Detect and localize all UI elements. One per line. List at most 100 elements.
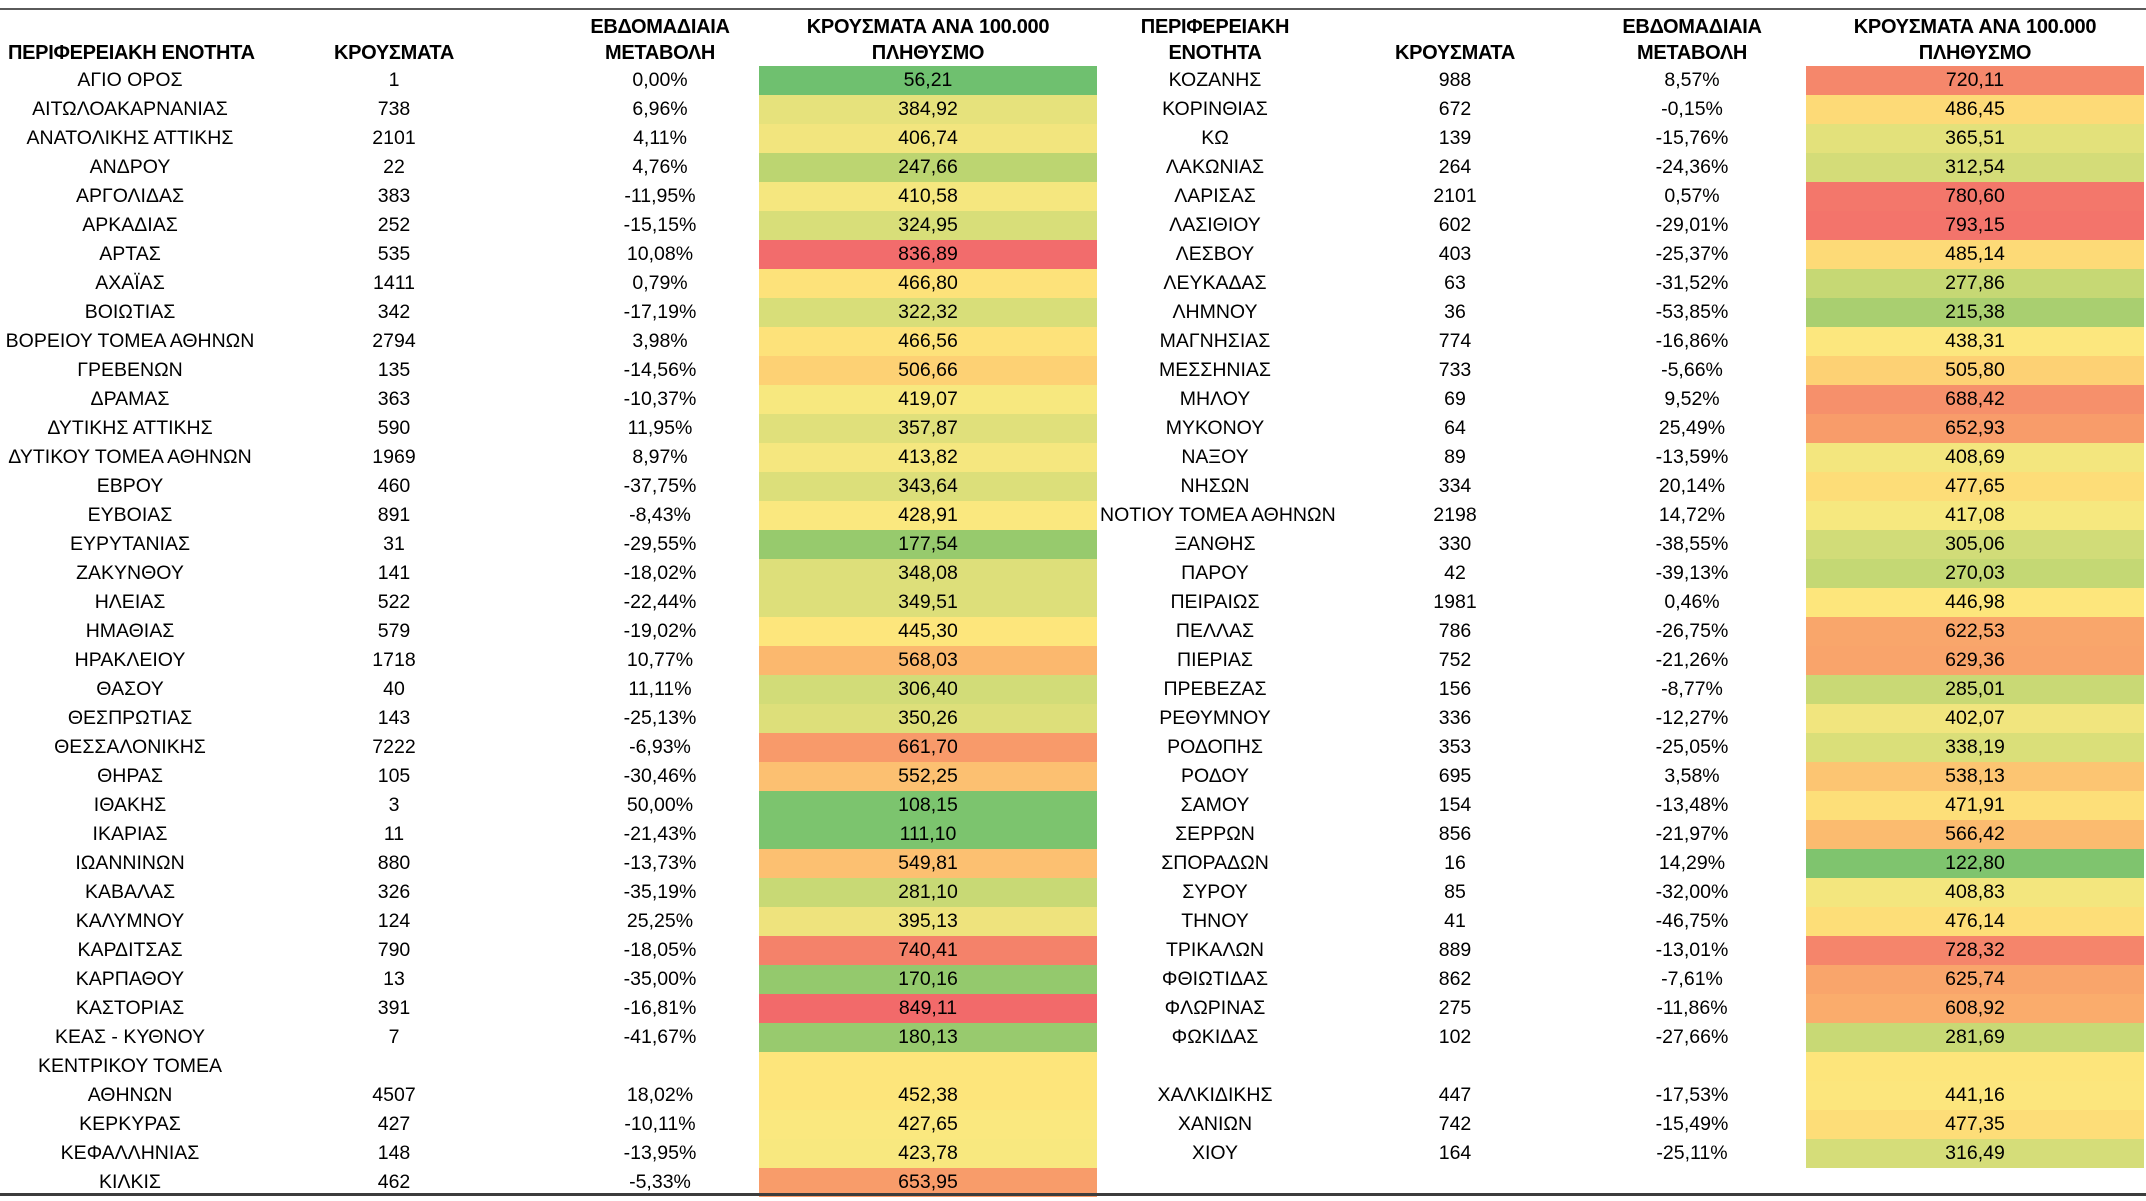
right-cases: 154	[1438, 794, 1472, 816]
right-weekly-change: 14,72%	[1658, 504, 1726, 526]
right-rate-cell: 780,60	[1806, 182, 2144, 211]
left-cases: 790	[377, 939, 411, 961]
left-rate-cell: 552,25	[759, 762, 1097, 791]
header-cases-right-text: ΚΡΟΥΣΜΑΤΑ	[1394, 42, 1516, 64]
right-rate-cell: 285,01	[1806, 675, 2144, 704]
left-cases: 427	[377, 1113, 411, 1135]
right-rate-cell: 477,65	[1806, 472, 2144, 501]
left-cases: 143	[377, 707, 411, 729]
right-cases: 447	[1438, 1084, 1472, 1106]
left-cases: 148	[377, 1142, 411, 1164]
right-row	[1100, 1052, 2146, 1081]
left-region-name: ΚΕΝΤΡΙΚΟΥ ΤΟΜΕΑ ΑΘΗΝΩΝ	[0, 1052, 260, 1110]
right-row: ΠΕΙΡΑΙΩΣ 1981 0,46% 446,98	[1100, 588, 2146, 617]
right-weekly-change: 9,52%	[1664, 388, 1720, 410]
right-region-name: ΜΥΚΟΝΟΥ	[1165, 417, 1265, 439]
right-region-name: ΠΙΕΡΙΑΣ	[1177, 649, 1253, 671]
right-row: ΝΗΣΩΝ 334 20,14% 477,65	[1100, 472, 2146, 501]
left-weekly-change: -5,33%	[629, 1171, 691, 1193]
right-weekly-change: -27,66%	[1655, 1026, 1729, 1048]
left-cases: 252	[377, 214, 411, 236]
right-cases: 602	[1438, 214, 1472, 236]
right-weekly-change: -24,36%	[1655, 156, 1729, 178]
left-weekly-change: 8,97%	[632, 446, 688, 468]
left-rate-cell: 452,38	[759, 1052, 1097, 1110]
right-region-name: ΦΩΚΙΔΑΣ	[1171, 1026, 1259, 1048]
left-cases: 3	[388, 794, 400, 816]
left-region-name: ΚΑΡΔΙΤΣΑΣ	[77, 939, 183, 961]
left-rate-cell: 322,32	[759, 298, 1097, 327]
right-region-name: ΣΕΡΡΩΝ	[1175, 823, 1255, 845]
left-row: ΘΑΣΟΥ 40 11,11% 306,40	[0, 675, 1100, 704]
right-rate-cell: 652,93	[1806, 414, 2144, 443]
right-row: ΚΟΖΑΝΗΣ 988 8,57% 720,11	[1100, 66, 2146, 95]
left-row: ΚΑΣΤΟΡΙΑΣ 391 -16,81% 849,11	[0, 994, 1100, 1023]
right-row: ΡΟΔΟΠΗΣ 353 -25,05% 338,19	[1100, 733, 2146, 762]
right-region-name: ΝΟΤΙΟΥ ΤΟΜΕΑ ΑΘΗΝΩΝ	[1100, 504, 1336, 526]
right-weekly-change: 14,29%	[1658, 852, 1726, 874]
left-region-name: ΘΕΣΠΡΩΤΙΑΣ	[67, 707, 193, 729]
left-region-name: ΑΓΙΟ ΟΡΟΣ	[77, 69, 183, 91]
left-row: ΑΡΚΑΔΙΑΣ 252 -15,15% 324,95	[0, 211, 1100, 240]
right-region-name: ΚΟΖΑΝΗΣ	[1168, 69, 1262, 91]
left-cases: 1	[388, 69, 400, 91]
left-rate-cell: 406,74	[759, 124, 1097, 153]
right-row: ΦΘΙΩΤΙΔΑΣ 862 -7,61% 625,74	[1100, 965, 2146, 994]
left-weekly-change: 3,98%	[632, 330, 688, 352]
left-weekly-change: -15,15%	[623, 214, 697, 236]
right-cases: 36	[1444, 301, 1466, 323]
left-weekly-change: -13,95%	[623, 1142, 697, 1164]
left-rate-cell: 350,26	[759, 704, 1097, 733]
right-rate-cell: 402,07	[1806, 704, 2144, 733]
left-row: ΚΙΛΚΙΣ 462 -5,33% 653,95	[0, 1168, 1100, 1197]
left-weekly-change: -25,13%	[623, 707, 697, 729]
left-rate-cell: 413,82	[759, 443, 1097, 472]
right-rate-cell: 485,14	[1806, 240, 2144, 269]
left-row: ΑΡΓΟΛΙΔΑΣ 383 -11,95% 410,58	[0, 182, 1100, 211]
right-row: ΣΠΟΡΑΔΩΝ 16 14,29% 122,80	[1100, 849, 2146, 878]
right-weekly-change: -0,15%	[1661, 98, 1723, 120]
right-weekly-change: -13,48%	[1655, 794, 1729, 816]
right-row: ΛΑΡΙΣΑΣ 2101 0,57% 780,60	[1100, 182, 2146, 211]
right-cases: 742	[1438, 1113, 1472, 1135]
right-row: ΜΕΣΣΗΝΙΑΣ 733 -5,66% 505,80	[1100, 356, 2146, 385]
left-weekly-change: 11,11%	[628, 678, 692, 700]
left-rate-cell: 428,91	[759, 501, 1097, 530]
left-row: ΘΗΡΑΣ 105 -30,46% 552,25	[0, 762, 1100, 791]
right-weekly-change: -11,86%	[1656, 997, 1728, 1019]
right-region-name: ΚΟΡΙΝΘΙΑΣ	[1162, 98, 1268, 120]
right-cases: 889	[1438, 939, 1472, 961]
left-row: ΚΕΑΣ - ΚΥΘΝΟΥ 7 -41,67% 180,13	[0, 1023, 1100, 1052]
left-cases: 579	[377, 620, 411, 642]
right-region-name: ΡΟΔΟΥ	[1181, 765, 1249, 787]
left-rate-cell: 549,81	[759, 849, 1097, 878]
right-region-name: ΣΠΟΡΑΔΩΝ	[1161, 852, 1269, 874]
right-weekly-change: -17,53%	[1655, 1084, 1729, 1106]
left-region-name: ΙΩΑΝΝΙΝΩΝ	[75, 852, 185, 874]
right-cases: 69	[1444, 388, 1466, 410]
right-row: ΡΟΔΟΥ 695 3,58% 538,13	[1100, 762, 2146, 791]
left-cases: 326	[377, 881, 411, 903]
right-row: ΝΟΤΙΟΥ ΤΟΜΕΑ ΑΘΗΝΩΝ 2198 14,72% 417,08	[1100, 501, 2146, 530]
right-weekly-change	[1572, 1052, 1812, 1081]
left-cases: 7	[388, 1026, 400, 1048]
right-region-name: ΛΑΡΙΣΑΣ	[1174, 185, 1256, 207]
left-cases: 1969	[372, 446, 416, 468]
left-weekly-change: -13,73%	[623, 852, 697, 874]
header-cases-right: ΚΡΟΥΣΜΑΤΑ	[1375, 10, 1535, 66]
left-weekly-change: 10,08%	[626, 243, 694, 265]
left-weekly-change: 50,00%	[626, 794, 694, 816]
left-rate-cell: 170,16	[759, 965, 1097, 994]
header-rate-left-line2: ΠΛΗΘΥΣΜΟ	[871, 42, 985, 64]
left-rate-cell: 427,65	[759, 1110, 1097, 1139]
right-region-name: ΠΕΛΛΑΣ	[1175, 620, 1255, 642]
left-weekly-change: 18,02%	[626, 1084, 694, 1106]
right-region-name: ΡΟΔΟΠΗΣ	[1167, 736, 1263, 758]
left-cases: 105	[377, 765, 411, 787]
right-weekly-change: -31,52%	[1655, 272, 1729, 294]
left-rate-cell: 349,51	[759, 588, 1097, 617]
right-rate-cell: 566,42	[1806, 820, 2144, 849]
right-weekly-change: 25,49%	[1658, 417, 1726, 439]
right-cases: 353	[1438, 736, 1472, 758]
